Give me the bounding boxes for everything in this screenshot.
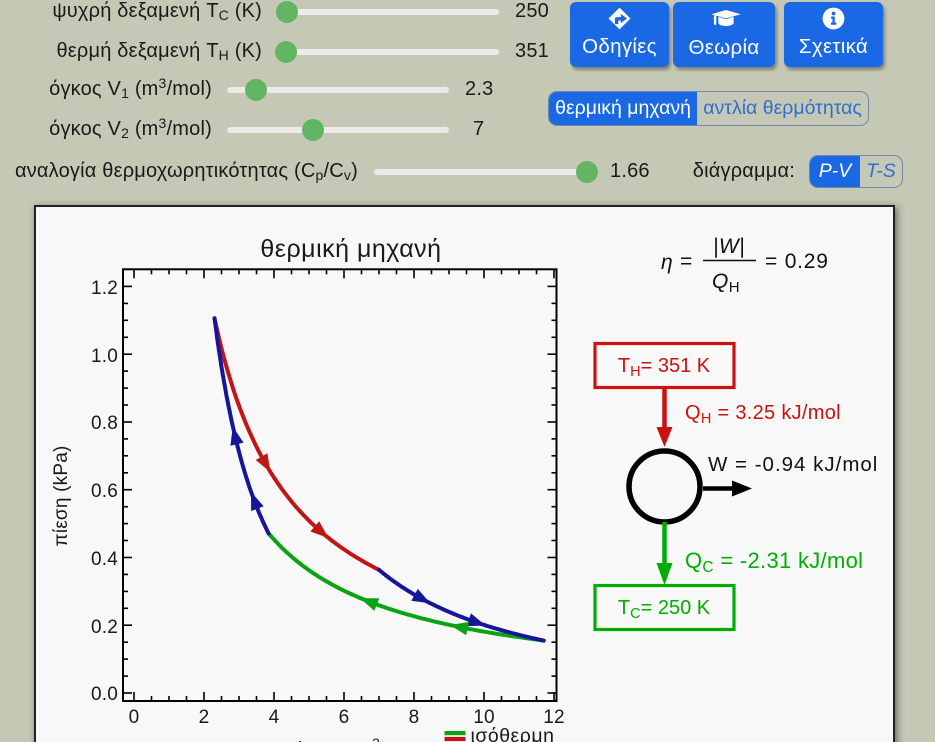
svg-text:=: = bbox=[680, 250, 693, 273]
svg-text:0.8: 0.8 bbox=[91, 413, 118, 434]
svg-text:8: 8 bbox=[409, 707, 420, 728]
svg-text:4: 4 bbox=[269, 707, 280, 728]
svg-text:QC = -2.31 kJ/mol: QC = -2.31 kJ/mol bbox=[685, 548, 863, 576]
svg-text:0: 0 bbox=[129, 707, 140, 728]
svg-text:η: η bbox=[661, 251, 673, 274]
svg-text:|W|: |W| bbox=[713, 235, 745, 258]
svg-text:2: 2 bbox=[199, 707, 210, 728]
svg-text:QH: QH bbox=[712, 270, 740, 296]
svg-text:TH= 351 K: TH= 351 K bbox=[618, 355, 711, 380]
svg-text:θερμική μηχανή: θερμική μηχανή bbox=[260, 235, 441, 263]
svg-text:0.2: 0.2 bbox=[91, 617, 118, 638]
svg-text:1.0: 1.0 bbox=[91, 346, 118, 367]
svg-text:0.4: 0.4 bbox=[91, 549, 118, 570]
svg-text:0.6: 0.6 bbox=[91, 481, 118, 502]
svg-text:1.2: 1.2 bbox=[91, 278, 118, 299]
svg-text:6: 6 bbox=[339, 707, 350, 728]
svg-text:πίεση (kPa): πίεση (kPa) bbox=[51, 446, 72, 547]
svg-text:TC= 250 K: TC= 250 K bbox=[618, 597, 711, 622]
svg-text:W = -0.94 kJ/mol: W = -0.94 kJ/mol bbox=[708, 453, 878, 476]
svg-text:QH = 3.25 kJ/mol: QH = 3.25 kJ/mol bbox=[685, 402, 841, 427]
svg-text:όγκος (m3/mol): όγκος (m3/mol) bbox=[294, 735, 423, 742]
svg-text:10: 10 bbox=[473, 707, 495, 728]
svg-text:0.0: 0.0 bbox=[91, 684, 118, 705]
svg-text:12: 12 bbox=[543, 707, 565, 728]
svg-text:ισόθερμη: ισόθερμη bbox=[471, 725, 555, 742]
svg-text:= 0.29: = 0.29 bbox=[765, 250, 829, 273]
